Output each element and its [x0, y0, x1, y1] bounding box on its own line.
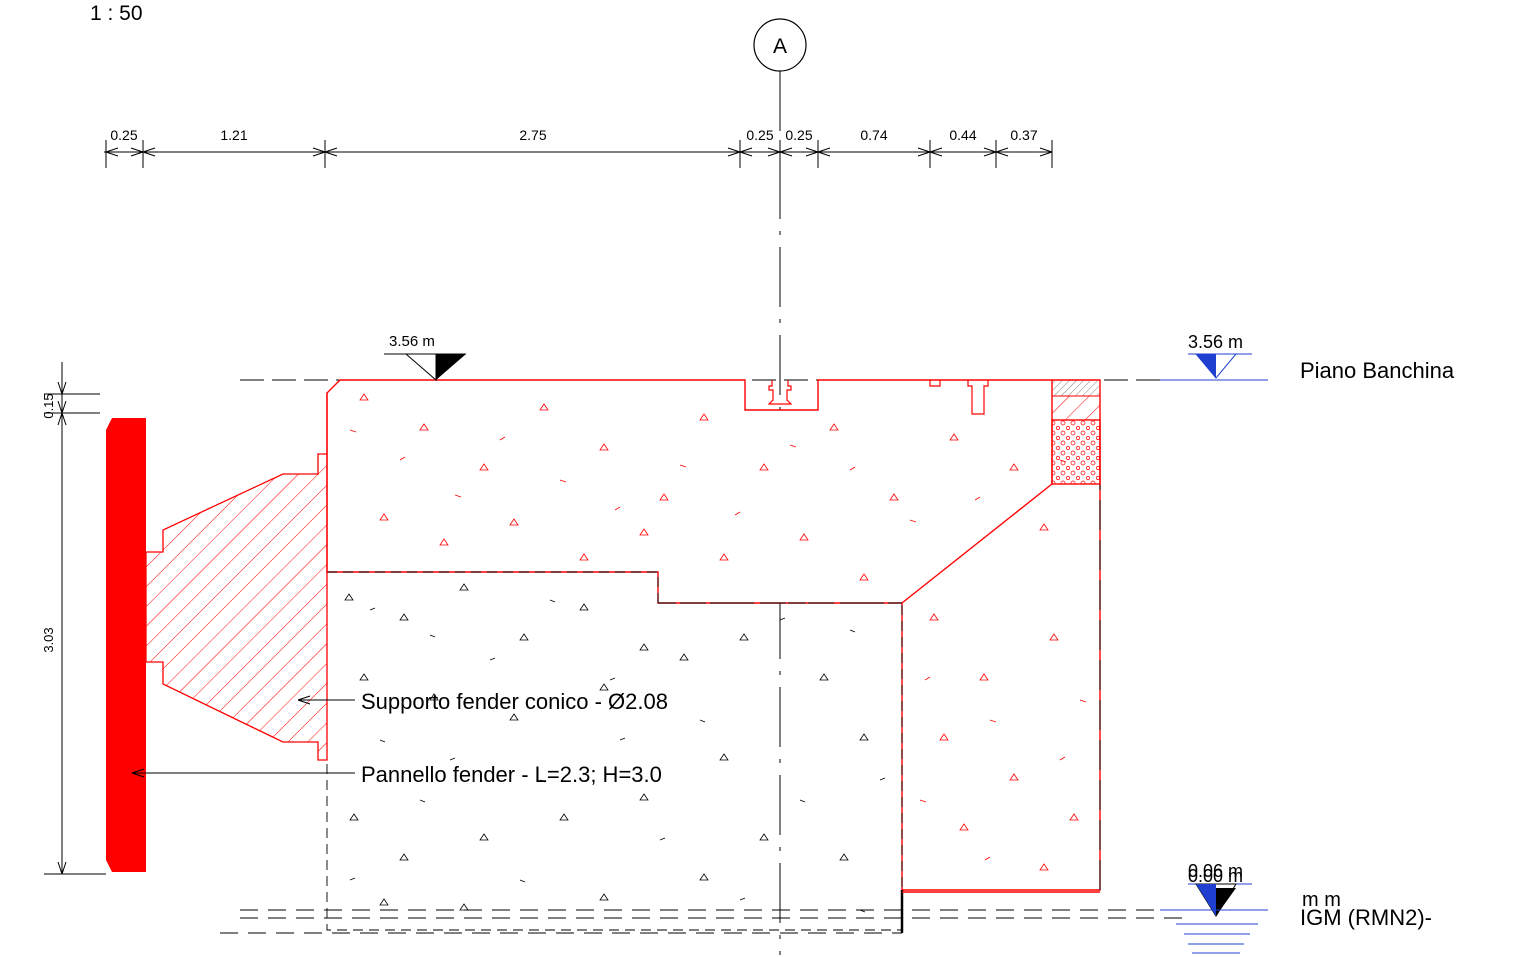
level-marker-top-right [1160, 353, 1268, 381]
left-dimension-chain [44, 362, 106, 875]
grid-axis-label: A [773, 35, 787, 58]
pavement-sublayer [1051, 395, 1101, 421]
pavement-layer [1051, 379, 1101, 397]
concrete-cap [326, 379, 1101, 891]
dim-left-1: 0.15 [41, 393, 56, 418]
dim-top-3: 2.75 [519, 127, 546, 143]
dim-top-6: 0.74 [860, 127, 887, 143]
dim-top-7: 0.44 [949, 127, 976, 143]
level-bottom-right-text-b: 0.00 m [1188, 866, 1243, 886]
level-top-left-text: 3.56 m [389, 333, 435, 350]
annotation-leaders [131, 695, 355, 778]
dim-left-2: 3.03 [41, 627, 56, 652]
lower-concrete-block [326, 571, 903, 931]
diagonal-edge [901, 483, 1053, 604]
level-marker-top-left [384, 353, 466, 382]
top-dimension-chain [104, 140, 1053, 168]
rail-detail [767, 380, 989, 415]
dim-top-2: 1.21 [220, 127, 247, 143]
fender-panel [106, 418, 146, 872]
lower-block-speckle [344, 583, 886, 913]
concrete-speckle [349, 393, 1087, 871]
dim-top-1: 0.25 [110, 127, 137, 143]
waterline-dashes [220, 909, 1190, 934]
igm-overlap-text: m m [1302, 889, 1341, 911]
fender-support-label: Supporto fender conico - Ø2.08 [361, 689, 668, 714]
level-bottom-right-text-a: 0.06 m [1188, 861, 1243, 881]
dim-top-4: 0.25 [746, 127, 773, 143]
gravel-fill [1051, 419, 1101, 485]
level-top-right-text: 3.56 m [1188, 332, 1243, 352]
dim-top-8: 0.37 [1010, 127, 1037, 143]
piano-banchina-label: Piano Banchina [1300, 358, 1455, 383]
fender-cone-support [145, 393, 328, 761]
level-marker-bottom-right [1160, 883, 1268, 954]
fender-panel-label: Pannello fender - L=2.3; H=3.0 [361, 762, 662, 787]
dim-top-5: 0.25 [785, 127, 812, 143]
scale-label: 1 : 50 [90, 2, 143, 25]
igm-caption: IGM (RMN2)- [1300, 905, 1432, 930]
